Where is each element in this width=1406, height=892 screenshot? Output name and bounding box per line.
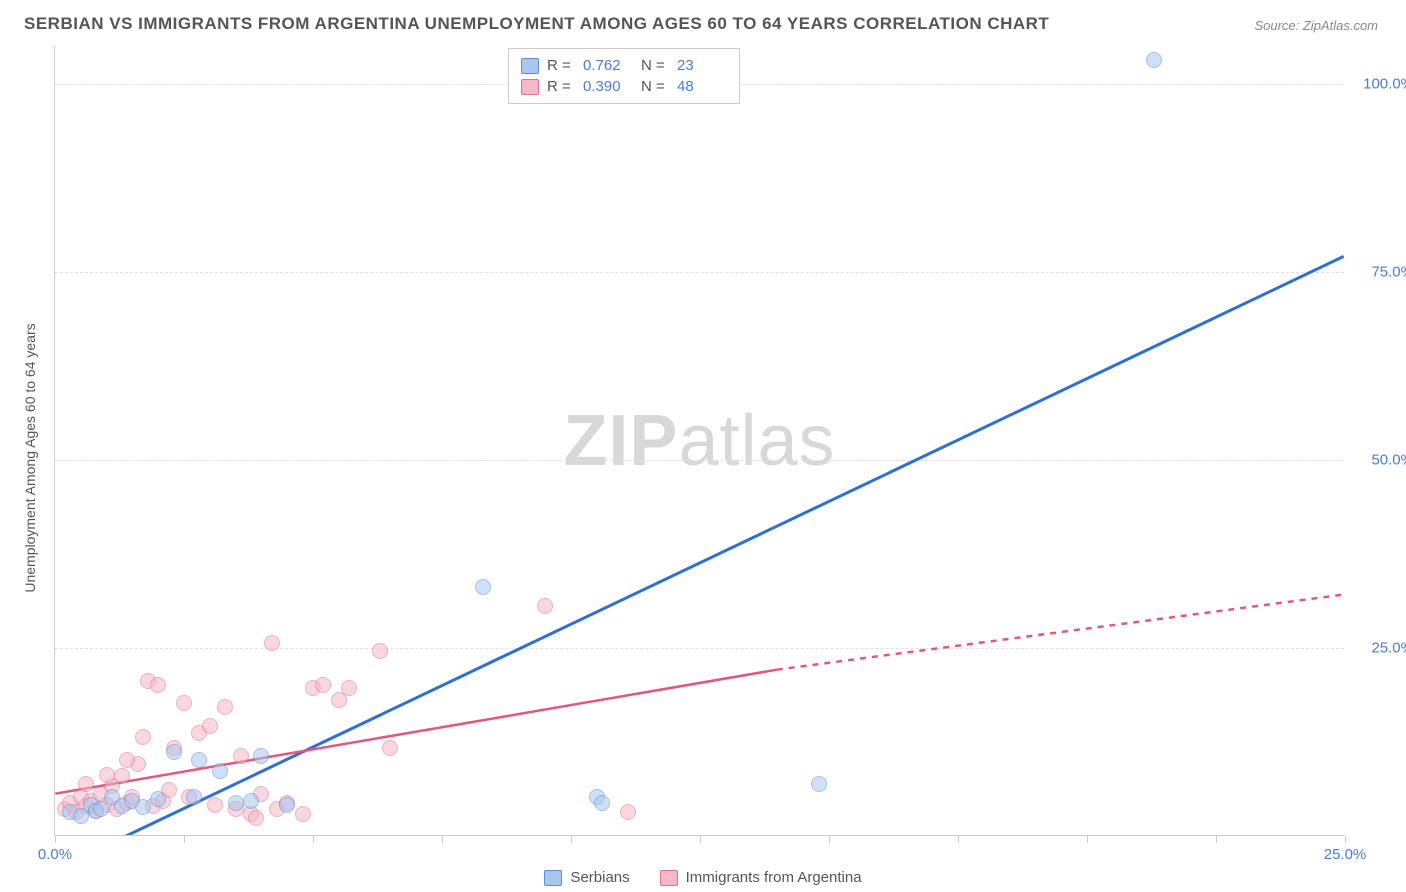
data-point-immigrants (537, 598, 553, 614)
y-tick-label: 25.0% (1371, 639, 1406, 656)
data-point-immigrants (135, 729, 151, 745)
y-tick-label: 50.0% (1371, 451, 1406, 468)
x-tick (571, 835, 572, 843)
data-point-serbians (150, 791, 166, 807)
y-tick-label: 75.0% (1371, 263, 1406, 280)
legend-series-label: Immigrants from Argentina (686, 869, 862, 886)
data-point-immigrants (341, 680, 357, 696)
data-point-immigrants (248, 810, 264, 826)
legend-series: Serbians Immigrants from Argentina (0, 869, 1406, 886)
x-tick-label: 0.0% (38, 846, 72, 863)
data-point-immigrants (620, 804, 636, 820)
legend-correlation-box: R = 0.762 N = 23 R = 0.390 N = 48 (508, 48, 740, 104)
x-tick (700, 835, 701, 843)
data-point-immigrants (78, 776, 94, 792)
x-tick (442, 835, 443, 843)
x-tick (1216, 835, 1217, 843)
gridline-horizontal (55, 272, 1344, 273)
data-point-immigrants (295, 806, 311, 822)
trendline (777, 595, 1344, 670)
data-point-immigrants (114, 768, 130, 784)
data-point-immigrants (99, 767, 115, 783)
data-point-serbians (191, 752, 207, 768)
data-point-immigrants (264, 635, 280, 651)
data-point-serbians (279, 797, 295, 813)
x-tick (55, 835, 56, 843)
y-tick-label: 100.0% (1363, 75, 1406, 92)
legend-n-value: 23 (677, 57, 727, 74)
x-tick (1087, 835, 1088, 843)
legend-n-value: 48 (677, 78, 727, 95)
data-point-immigrants (233, 748, 249, 764)
x-tick (1345, 835, 1346, 843)
data-point-serbians (475, 579, 491, 595)
data-point-immigrants (150, 677, 166, 693)
legend-r-label: R = (547, 78, 575, 95)
data-point-immigrants (217, 699, 233, 715)
data-point-serbians (212, 763, 228, 779)
x-tick (958, 835, 959, 843)
data-point-serbians (253, 748, 269, 764)
trendline (97, 256, 1344, 835)
data-point-immigrants (176, 695, 192, 711)
data-point-serbians (594, 795, 610, 811)
data-point-serbians (166, 744, 182, 760)
data-point-serbians (228, 795, 244, 811)
data-point-serbians (186, 789, 202, 805)
x-tick-label: 25.0% (1324, 846, 1367, 863)
source-attribution: Source: ZipAtlas.com (1254, 18, 1378, 33)
x-tick (184, 835, 185, 843)
watermark-text: ZIPatlas (563, 400, 835, 482)
watermark-zip: ZIP (563, 401, 678, 481)
data-point-immigrants (207, 797, 223, 813)
legend-correlation-row: R = 0.762 N = 23 (521, 55, 727, 76)
legend-r-label: R = (547, 57, 575, 74)
legend-swatch (660, 870, 678, 886)
chart-title: SERBIAN VS IMMIGRANTS FROM ARGENTINA UNE… (24, 14, 1049, 34)
legend-series-item: Immigrants from Argentina (660, 869, 862, 886)
data-point-serbians (1146, 52, 1162, 68)
data-point-immigrants (382, 740, 398, 756)
x-tick (313, 835, 314, 843)
data-point-immigrants (372, 643, 388, 659)
legend-n-label: N = (641, 78, 669, 95)
legend-series-item: Serbians (544, 869, 629, 886)
gridline-horizontal (55, 648, 1344, 649)
plot-area: ZIPatlas 25.0%50.0%75.0%100.0%0.0%25.0% (54, 46, 1344, 836)
legend-n-label: N = (641, 57, 669, 74)
data-point-serbians (243, 793, 259, 809)
watermark-atlas: atlas (678, 401, 835, 481)
x-tick (829, 835, 830, 843)
legend-swatch (521, 79, 539, 95)
data-point-immigrants (119, 752, 135, 768)
data-point-serbians (811, 776, 827, 792)
legend-swatch (521, 58, 539, 74)
legend-r-value: 0.762 (583, 57, 633, 74)
legend-swatch (544, 870, 562, 886)
gridline-horizontal (55, 460, 1344, 461)
y-axis-label: Unemployment Among Ages 60 to 64 years (22, 308, 38, 608)
legend-series-label: Serbians (570, 869, 629, 886)
legend-correlation-row: R = 0.390 N = 48 (521, 76, 727, 97)
data-point-immigrants (202, 718, 218, 734)
trendlines-layer (55, 46, 1344, 835)
legend-r-value: 0.390 (583, 78, 633, 95)
data-point-serbians (135, 799, 151, 815)
data-point-immigrants (315, 677, 331, 693)
